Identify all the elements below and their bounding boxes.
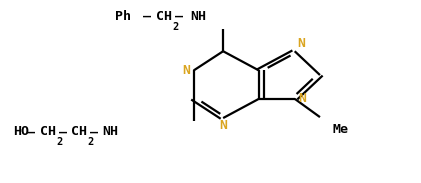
Text: CH: CH bbox=[156, 10, 172, 23]
Text: N: N bbox=[298, 92, 306, 105]
Text: CH: CH bbox=[71, 125, 87, 138]
Text: CH: CH bbox=[40, 125, 56, 138]
Text: —: — bbox=[90, 125, 99, 138]
Text: N: N bbox=[182, 64, 190, 77]
Text: —: — bbox=[27, 125, 35, 138]
Text: 2: 2 bbox=[88, 137, 94, 147]
Text: HO: HO bbox=[13, 125, 29, 138]
Text: N: N bbox=[219, 119, 227, 132]
Text: 2: 2 bbox=[173, 22, 179, 31]
Text: Ph: Ph bbox=[115, 10, 131, 23]
Text: —: — bbox=[175, 10, 183, 23]
Text: —: — bbox=[59, 125, 67, 138]
Text: 2: 2 bbox=[56, 137, 63, 147]
Text: NH: NH bbox=[190, 10, 206, 23]
Text: NH: NH bbox=[103, 125, 119, 138]
Text: N: N bbox=[297, 37, 305, 50]
Text: —: — bbox=[142, 10, 151, 23]
Text: Me: Me bbox=[333, 122, 349, 136]
